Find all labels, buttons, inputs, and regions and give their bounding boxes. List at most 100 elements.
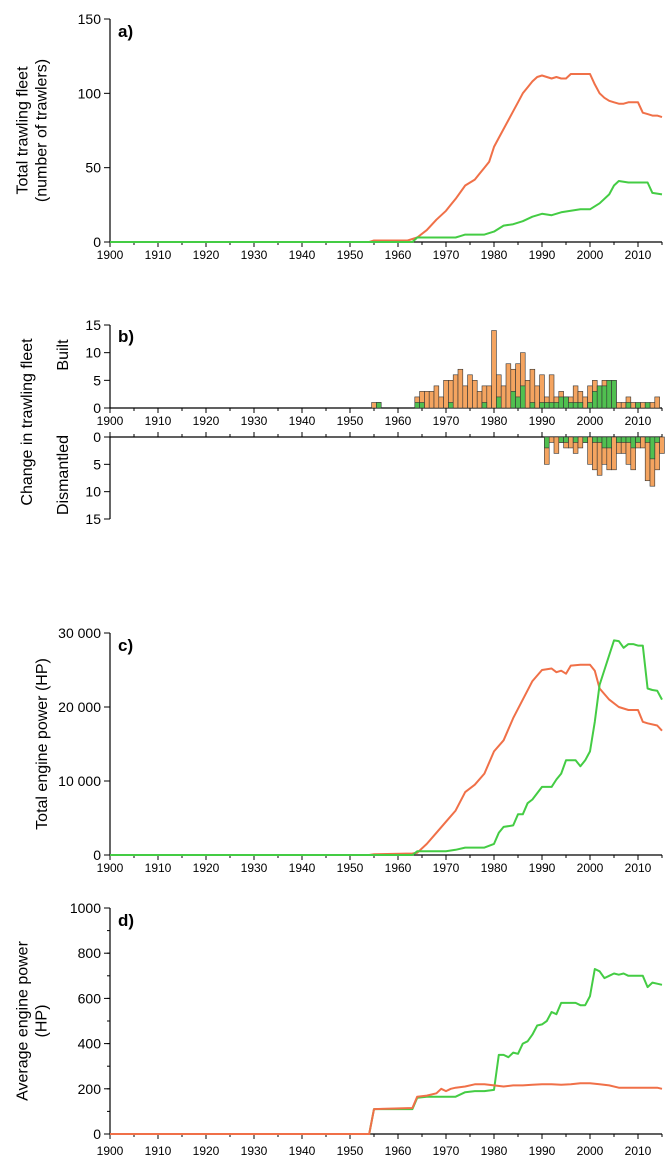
panel-c-x-tick-label: 1970	[433, 861, 460, 875]
panel-b-dismantled-green-bar	[558, 436, 564, 443]
panel-b-built-green-bar	[481, 402, 488, 409]
panel-b-dismantled-green-bar	[654, 436, 660, 443]
panel-d-x-tick-label: 1930	[241, 1144, 268, 1158]
panel-b-built-green-bar	[414, 402, 420, 409]
panel-d-x-tick-label: 1950	[337, 1144, 364, 1158]
panel-b-built-orange-bar	[438, 396, 444, 409]
panel-b-built-orange-bar	[630, 402, 636, 409]
panel-c-x-tick-label: 1960	[385, 861, 412, 875]
panel-a-y-tick-label: 100	[78, 85, 102, 101]
panel-b-built-x-tick-label: 1930	[241, 414, 268, 428]
panel-b-built-green-bar	[596, 385, 603, 409]
panel-b-built-green-bar	[625, 402, 632, 409]
panel-a-x-tick-label: 1940	[289, 248, 316, 262]
panel-b-dismantled-green-bar	[563, 436, 569, 443]
panel-b-dismantled-green-bar	[592, 436, 598, 443]
panel-c-x-tick-label: 1990	[529, 861, 556, 875]
panel-d-y-tick-label: 1000	[70, 900, 101, 916]
panel-b-built-green-bar	[520, 385, 526, 409]
panel-b-built-green-bar	[376, 402, 382, 409]
panel-b-built-orange-bar	[582, 396, 588, 409]
panel-b-dismantled-orange-bar	[659, 436, 665, 454]
panel-c-x-tick-label: 1910	[145, 861, 172, 875]
panel-b-built-orange-bar	[476, 391, 483, 409]
panel-b-built-orange-bar	[616, 402, 622, 409]
panel-d-x-tick-label: 1970	[433, 1144, 460, 1158]
panel-c-panel-label: c)	[118, 636, 133, 655]
panel-a-y-tick-label: 150	[78, 11, 102, 27]
panel-b-built-x-tick-label: 1980	[481, 414, 508, 428]
panel-b-dismantled-orange-bar	[587, 436, 593, 465]
panel-d-x-tick-label: 1940	[289, 1144, 316, 1158]
panel-b-built-orange-bar	[486, 385, 492, 409]
panel-b-built-x-tick-label: 1960	[385, 414, 412, 428]
panel-a-panel-label: a)	[118, 22, 133, 41]
panel-c-x-tick-label: 1950	[337, 861, 364, 875]
panel-b-built-orange-bar	[428, 391, 435, 409]
panel-b-built-y-tick-label: 10	[85, 345, 101, 361]
panel-c-y-tick-label: 30 000	[58, 625, 101, 641]
panel-b-built-orange-bar	[524, 380, 531, 409]
panel-a-y-label: (number of trawlers)	[34, 59, 51, 202]
panel-b-dismantled-green-bar	[601, 436, 608, 449]
panel-c-y-tick-label: 10 000	[58, 773, 101, 789]
panel-d-panel-label: d)	[118, 911, 134, 930]
panel-c-x-tick-label: 1920	[193, 861, 220, 875]
panel-b-dismantled-y-tick-label: 10	[85, 484, 101, 500]
panel-a-x-tick-label: 1900	[97, 248, 124, 262]
panel-c-y-label: Total engine power (HP)	[34, 658, 51, 830]
panel-b-dismantled-green-bar	[625, 436, 632, 443]
panel-b-built-x-tick-label: 1950	[337, 414, 364, 428]
panel-a-x-tick-label: 1920	[193, 248, 220, 262]
panel-d-series-green-line	[110, 968, 663, 1135]
panel-b-dismantled-green-bar	[630, 436, 636, 449]
panel-b-built-label: Built	[55, 339, 72, 371]
panel-b-built-orange-bar	[433, 385, 440, 409]
panel-b-built-orange-bar	[500, 385, 507, 409]
panel-b-dismantled-green-bar	[620, 436, 627, 443]
panel-b-dismantled-orange-bar	[577, 436, 584, 449]
panel-c-y-tick-label: 0	[93, 847, 101, 863]
panel-b-built-x-tick-label: 2010	[625, 414, 652, 428]
panel-b-built-green-bar	[448, 402, 454, 409]
panel-b-built-green-bar	[592, 391, 598, 409]
panel-b-dismantled-green-bar	[616, 436, 622, 443]
panel-a-x-tick-label: 1910	[145, 248, 172, 262]
panel-b-dismantled-green-bar	[572, 436, 579, 443]
panel-c-x-tick-label: 1980	[481, 861, 508, 875]
panel-b-built-orange-bar	[452, 374, 459, 409]
panel-a-y-tick-label: 50	[85, 160, 101, 176]
panel-b-built-green-bar	[419, 402, 425, 409]
panel-b-built-orange-bar	[620, 402, 627, 409]
panel-b-dismantled-green-bar	[649, 436, 656, 460]
panel-c-series-orange-line	[110, 663, 663, 856]
panel-b-dismantled-green-bar	[635, 436, 641, 443]
panel-b-built-green-bar	[635, 402, 641, 409]
panel-c-series-green-line	[110, 639, 663, 856]
panel-b-built-y-tick-label: 15	[85, 317, 101, 333]
panel-b-built-orange-bar	[467, 374, 473, 409]
panel-b-built-green-bar	[510, 391, 516, 409]
panel-b-built-green-bar	[587, 402, 593, 409]
panel-b-built-green-bar	[515, 396, 521, 409]
panel-b-built-green-bar	[529, 402, 536, 409]
panel-b-built-orange-bar	[371, 402, 377, 409]
panel-b-dismantled-green-bar	[596, 436, 603, 443]
panel-b-built-green-bar	[601, 385, 608, 409]
panel-b-built-green-bar	[553, 402, 560, 409]
panel-b-dismantled-orange-bar	[611, 436, 617, 471]
panel-d-y-label: Average engine power	[15, 940, 32, 1100]
panel-b-built-y-tick-label: 0	[93, 400, 101, 416]
panel-d-y-tick-label: 0	[93, 1126, 101, 1142]
panel-b-dismantled-orange-bar	[548, 436, 555, 443]
panel-b-y-label: Change in trawling fleet	[19, 338, 36, 506]
panel-a-x-tick-label: 1960	[385, 248, 412, 262]
panel-c-x-tick-label: 1900	[97, 861, 124, 875]
panel-b-dismantled-green-bar	[582, 436, 588, 443]
panel-c-x-tick-label: 1930	[241, 861, 268, 875]
panel-b-built-x-tick-label: 1940	[289, 414, 316, 428]
panel-c-x-tick-label: 2010	[625, 861, 652, 875]
panel-b-built-green-bar	[568, 402, 574, 409]
panel-b-built-x-tick-label: 1910	[145, 414, 172, 428]
